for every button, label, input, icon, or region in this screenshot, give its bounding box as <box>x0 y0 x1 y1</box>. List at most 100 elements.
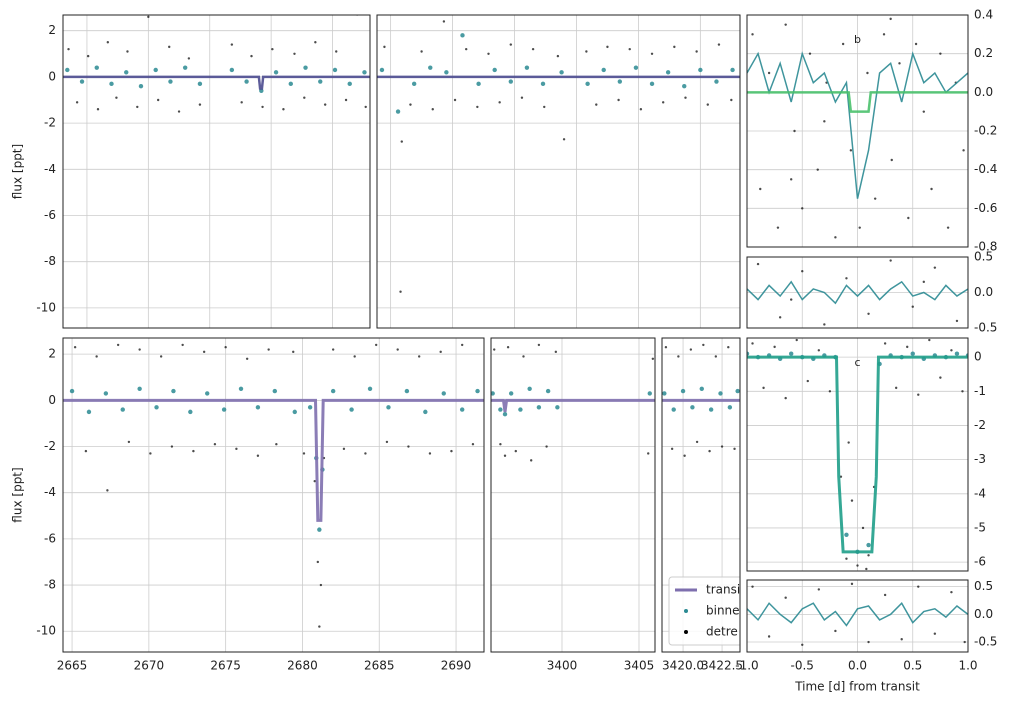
data-point <box>383 45 386 49</box>
plot-area <box>747 257 968 328</box>
data-point <box>699 386 704 391</box>
data-point <box>961 390 964 393</box>
panel: 2 0 -2 -4 -6 -8 -10 flux [ppt] <box>11 14 371 329</box>
data-point <box>256 454 260 457</box>
data-point <box>136 105 139 109</box>
data-point <box>314 41 317 44</box>
panel: 2665 2670 2675 2680 2685 2690 2 0 -2 -4 -6 -8 -10 flu… <box>11 337 485 673</box>
data-point <box>790 298 793 301</box>
data-point <box>316 560 320 564</box>
legend-label: transi <box>706 583 740 597</box>
data-point <box>867 554 870 557</box>
panel-background <box>491 338 655 652</box>
data-point <box>617 98 620 102</box>
data-point <box>379 67 385 73</box>
data-point <box>73 346 77 349</box>
data-point <box>273 70 279 75</box>
data-point <box>756 262 760 266</box>
y-tick-label: -3 <box>974 452 986 466</box>
data-point <box>168 79 173 84</box>
data-point <box>323 103 327 106</box>
panel-frame <box>746 256 969 329</box>
data-point <box>409 103 412 106</box>
x-tick-label: 2665 <box>57 659 88 673</box>
data-point <box>159 355 163 358</box>
data-point <box>962 149 965 152</box>
y-tick-label: -0.5 <box>974 635 997 649</box>
data-point <box>94 65 99 70</box>
data-point <box>303 65 308 70</box>
data-point <box>493 348 496 351</box>
data-point <box>213 443 217 446</box>
data-point <box>230 43 234 46</box>
data-point <box>498 101 501 104</box>
y-tick-label: -2 <box>44 116 56 130</box>
data-point <box>730 67 735 73</box>
data-point <box>866 542 871 548</box>
data-point <box>910 351 915 356</box>
data-point <box>69 388 75 394</box>
data-point <box>816 168 819 171</box>
data-point <box>778 316 782 319</box>
data-point <box>506 346 510 349</box>
plot-area <box>747 338 968 571</box>
x-tick-label: 2690 <box>441 659 472 673</box>
data-point <box>531 47 535 51</box>
data-point <box>651 357 655 360</box>
data-point <box>137 386 142 391</box>
data-point <box>601 67 606 73</box>
data-point <box>702 343 705 347</box>
data-point <box>302 452 306 455</box>
y-axis-label: flux [ppt] <box>11 467 25 522</box>
data-point <box>170 445 174 448</box>
data-point <box>751 342 754 345</box>
data-point <box>847 441 850 444</box>
data-point <box>698 67 703 73</box>
data-point <box>198 103 202 106</box>
data-point <box>683 454 686 457</box>
data-point <box>282 108 285 111</box>
panel: 3400 3405 <box>490 337 656 673</box>
data-point <box>293 52 296 56</box>
data-point <box>930 187 933 191</box>
data-point <box>238 386 244 391</box>
data-point <box>882 33 886 36</box>
data-point <box>428 452 432 455</box>
data-point <box>244 79 249 84</box>
data-point <box>795 338 798 342</box>
data-point <box>86 409 92 415</box>
y-tick-label: 0.0 <box>974 85 993 99</box>
data-point <box>823 323 826 326</box>
plot-area <box>747 580 968 652</box>
data-point <box>364 452 367 455</box>
data-point <box>950 590 953 594</box>
data-point <box>889 259 892 262</box>
panel-background <box>63 338 484 652</box>
y-tick-label: -0.5 <box>974 321 997 335</box>
data-point <box>508 79 514 84</box>
data-point <box>255 405 261 410</box>
data-point <box>221 407 227 412</box>
y-tick-label: -8 <box>44 578 56 592</box>
data-point <box>509 43 513 46</box>
data-point <box>790 178 793 181</box>
data-point <box>460 33 465 38</box>
y-tick-label: -10 <box>36 300 56 314</box>
data-point <box>543 105 546 109</box>
data-point <box>680 388 686 394</box>
data-point <box>168 45 171 49</box>
data-point <box>730 98 733 102</box>
y-tick-label: -5 <box>974 520 986 534</box>
data-point <box>867 640 870 644</box>
data-point <box>319 583 323 587</box>
plot-area <box>63 338 484 652</box>
data-point <box>689 348 693 351</box>
data-point <box>407 445 410 448</box>
legend-box <box>668 576 740 646</box>
data-point <box>845 277 848 280</box>
data-point <box>806 379 809 383</box>
y-tick-label: 0.0 <box>974 607 993 621</box>
data-point <box>834 236 837 239</box>
data-point <box>476 105 479 109</box>
